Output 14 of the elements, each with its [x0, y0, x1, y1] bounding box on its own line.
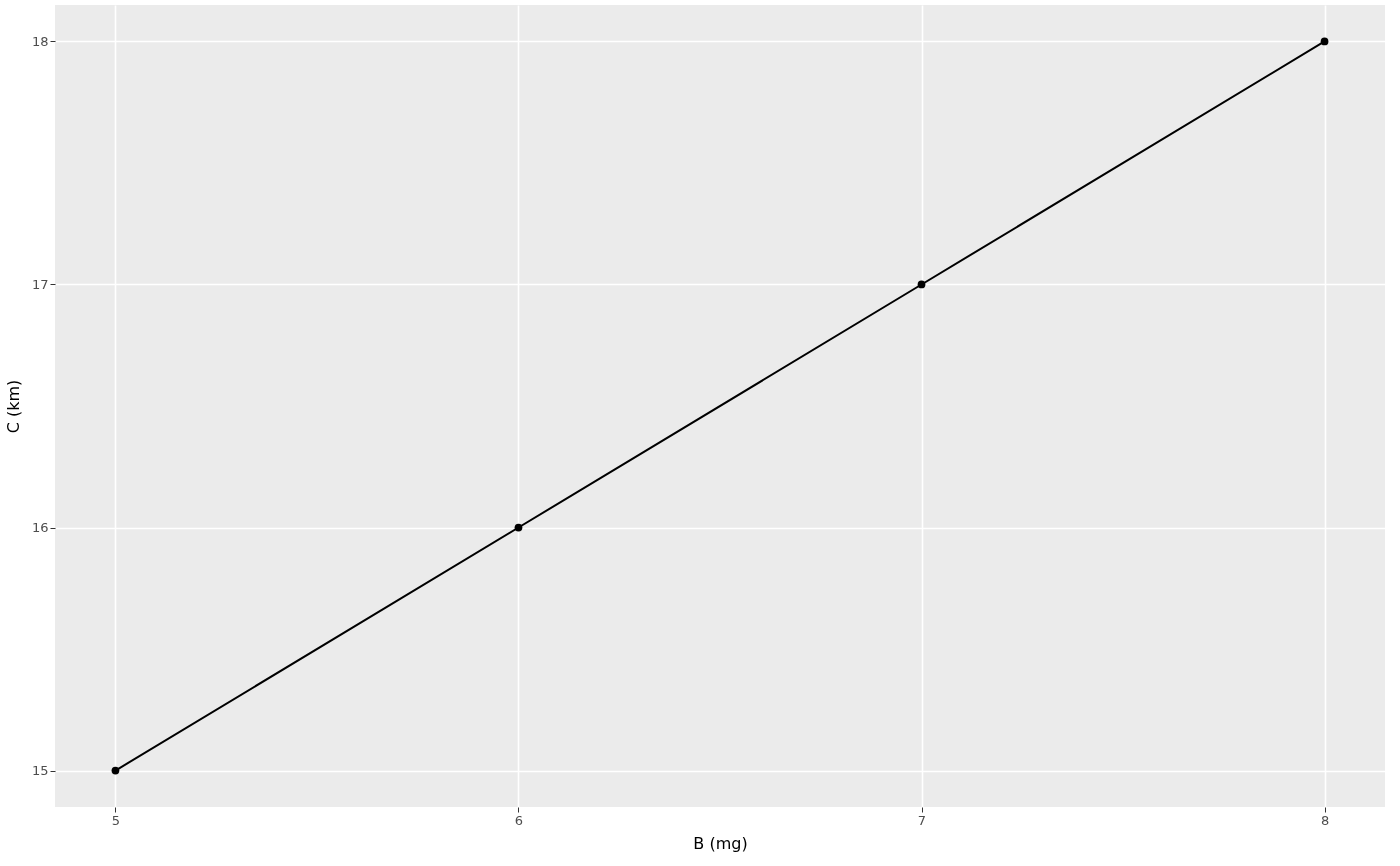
x-tick-label: 5 [111, 812, 121, 828]
point [917, 280, 926, 289]
y-tick-label: 16 [31, 520, 49, 536]
x-axis-title: B (mg) [693, 833, 748, 853]
point [111, 766, 120, 775]
point [1320, 37, 1329, 46]
y-tick-label: 15 [31, 763, 49, 779]
x-tick-label: 6 [514, 812, 524, 828]
x-tick-label: 8 [1320, 812, 1330, 828]
y-tick-label: 17 [31, 276, 49, 292]
y-axis-title: C (km) [3, 379, 23, 434]
x-tick-label: 7 [917, 812, 927, 828]
point [514, 523, 523, 532]
y-tick-label: 18 [31, 33, 49, 49]
